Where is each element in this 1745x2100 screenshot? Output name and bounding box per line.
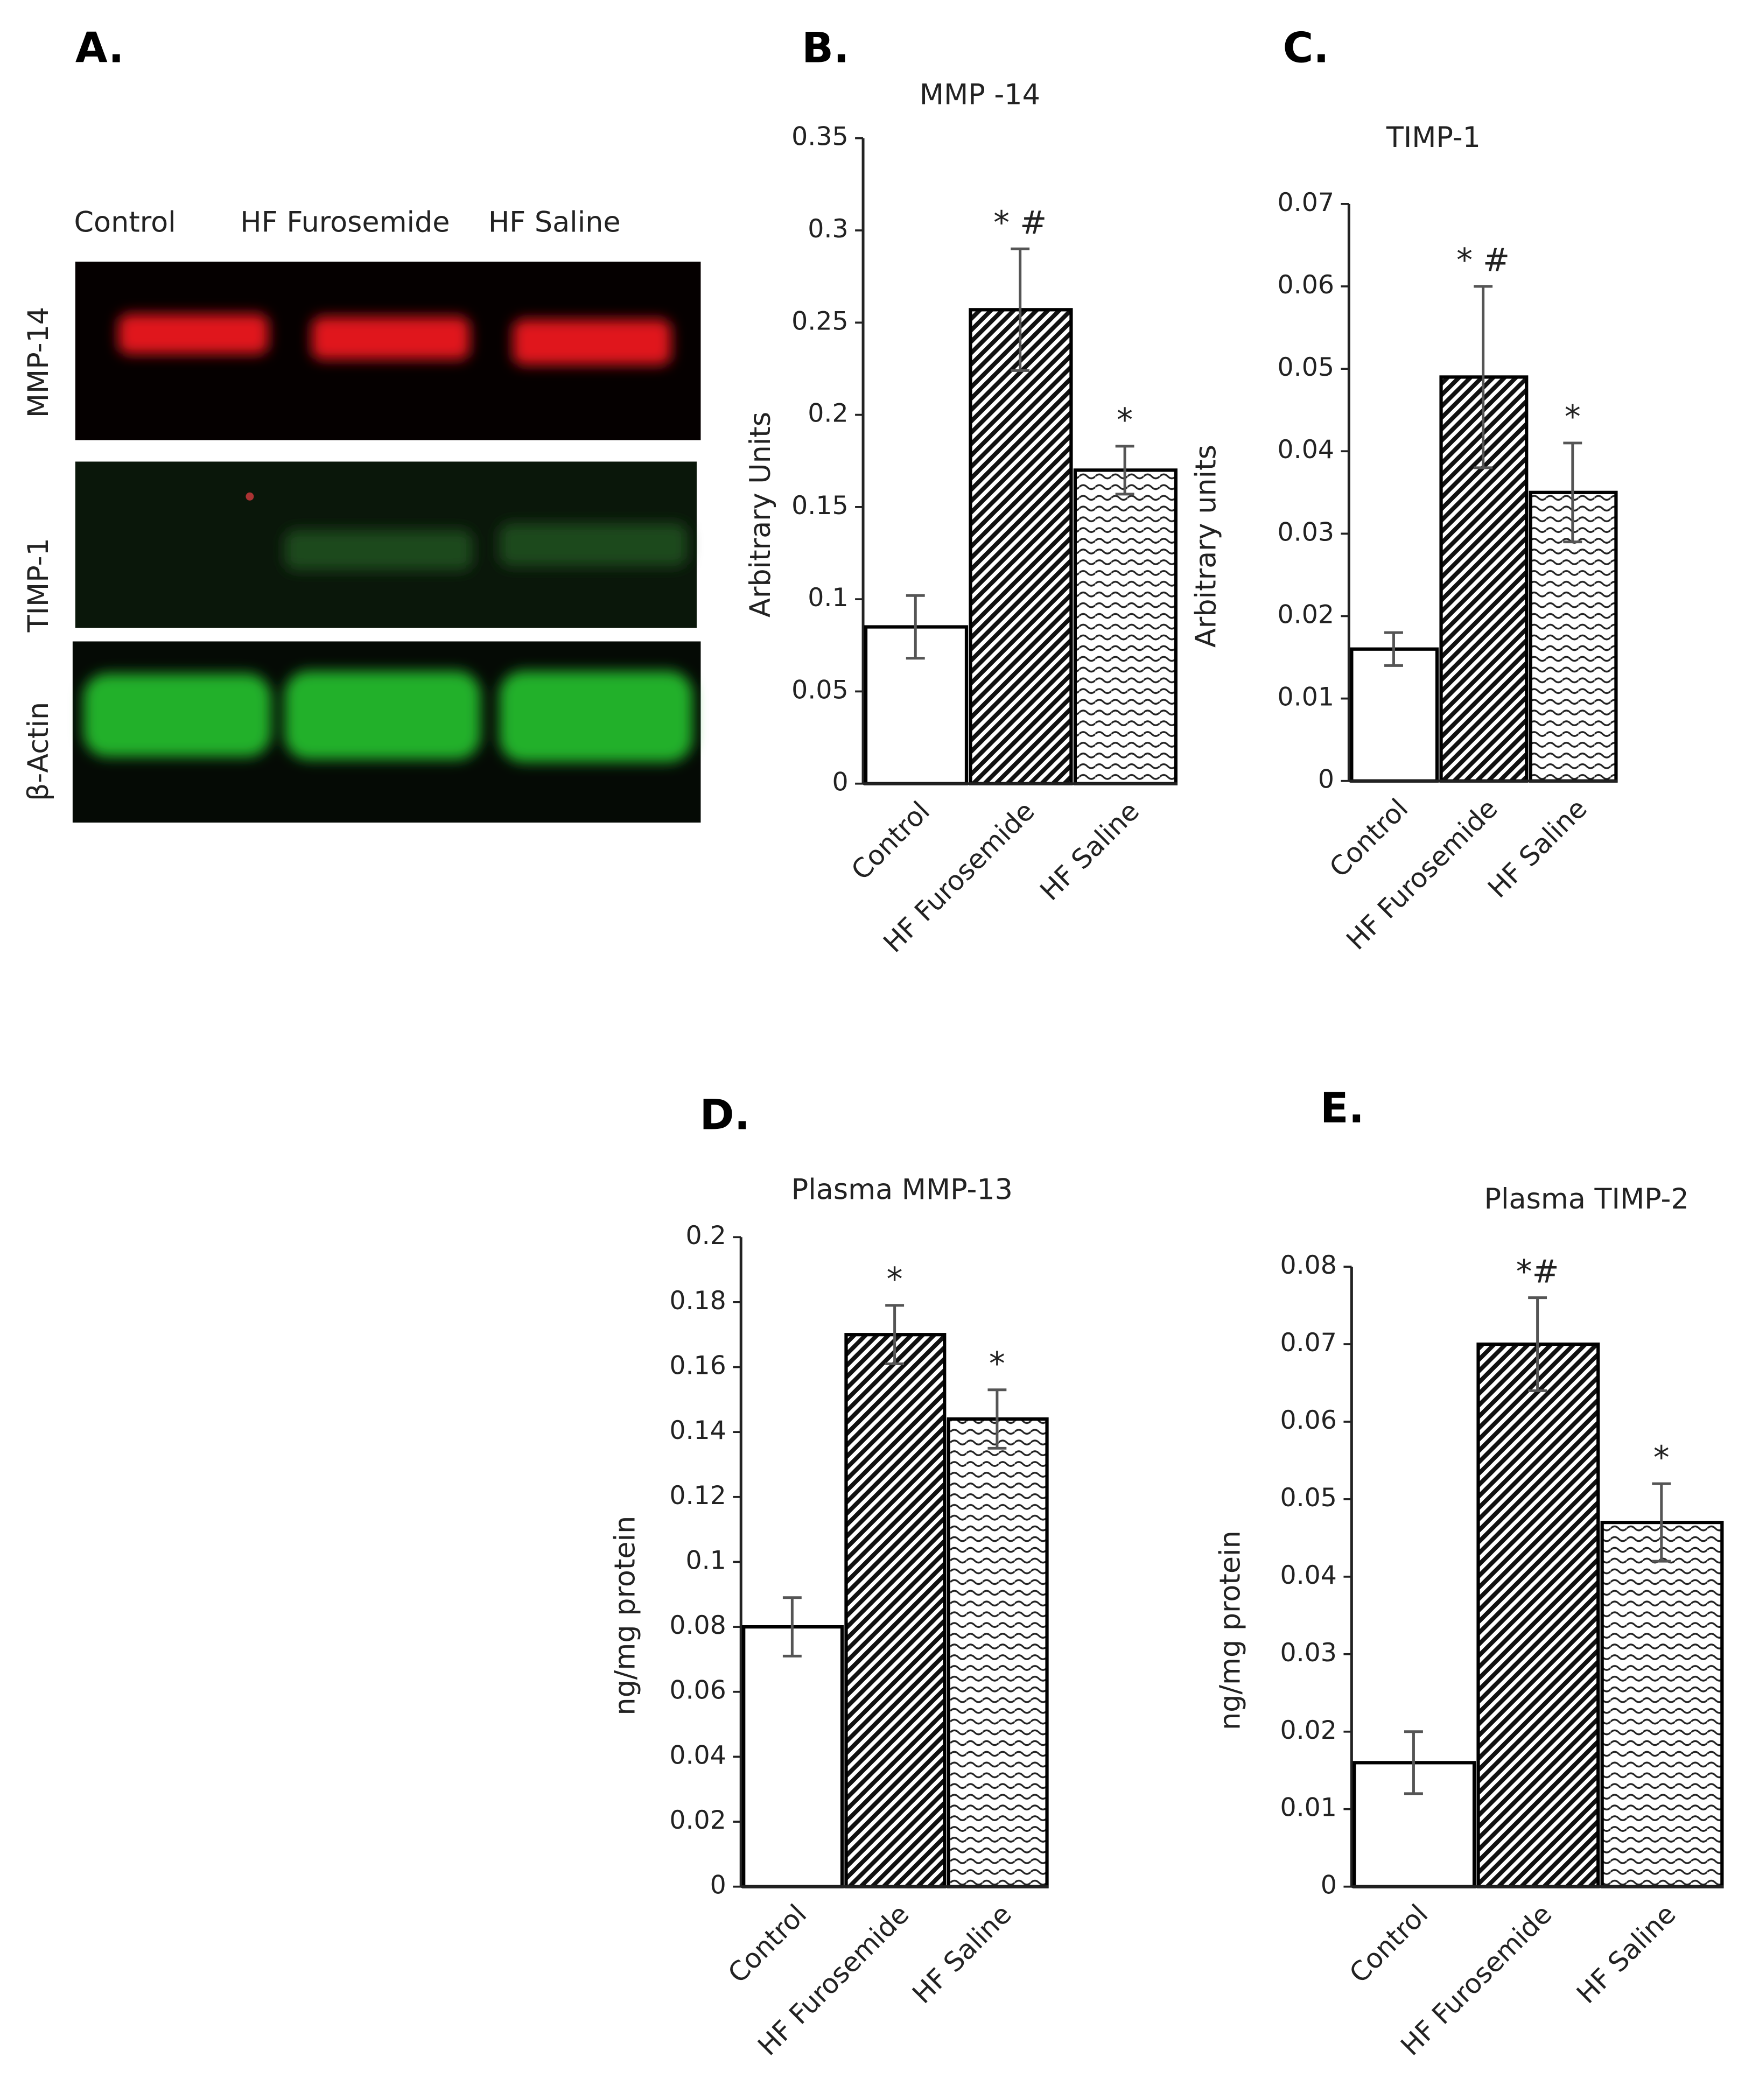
y-tick-label: 0.01 — [1278, 683, 1334, 712]
panel-label: C. — [1283, 24, 1329, 73]
y-tick-label: 0.07 — [1280, 1328, 1337, 1358]
y-tick-label: 0.04 — [669, 1740, 726, 1770]
significance-mark: * — [887, 1261, 903, 1298]
y-tick-label: 0.05 — [1280, 1483, 1337, 1513]
y-axis-label: Arbitrary units — [1190, 445, 1223, 648]
significance-mark: *# — [1516, 1253, 1559, 1290]
y-tick-label: 0.12 — [669, 1481, 726, 1511]
chart-title: MMP -14 — [920, 78, 1040, 111]
x-tick-label: HF Saline — [1571, 1899, 1682, 2010]
y-tick-label: 0 — [1318, 765, 1334, 795]
bar — [844, 1333, 947, 1888]
y-axis-label: Arbitrary Units — [744, 412, 777, 617]
y-tick-label: 0.04 — [1280, 1561, 1337, 1590]
y-tick-label: 0.07 — [1278, 188, 1334, 217]
chart-title: Plasma TIMP-2 — [1484, 1183, 1688, 1216]
x-tick-label: HF Furosemide — [1340, 793, 1503, 956]
x-tick-label: Control — [845, 796, 936, 886]
row-label: MMP-14 — [22, 307, 55, 418]
row-label: TIMP-1 — [22, 538, 55, 633]
y-tick-label: 0 — [1321, 1871, 1337, 1900]
bar — [1476, 1342, 1600, 1888]
y-tick-label: 0.2 — [808, 399, 848, 429]
bar — [1350, 647, 1439, 783]
y-tick-label: 0.1 — [685, 1546, 726, 1575]
bar — [1600, 1520, 1724, 1888]
panel-label: A. — [75, 24, 124, 73]
y-tick-label: 0.06 — [1280, 1406, 1337, 1435]
blot-image — [72, 262, 701, 823]
significance-mark: * — [1117, 402, 1133, 439]
y-tick-label: 0.08 — [1280, 1251, 1337, 1280]
lane-label: HF Saline — [488, 206, 621, 238]
y-tick-label: 0.08 — [669, 1611, 726, 1640]
y-tick-label: 0.1 — [808, 583, 848, 613]
y-tick-label: 0.02 — [669, 1806, 726, 1835]
y-tick-label: 0.3 — [808, 214, 848, 244]
y-tick-label: 0.05 — [1278, 353, 1334, 382]
y-tick-label: 0.01 — [1280, 1793, 1337, 1823]
y-tick-label: 0.14 — [669, 1416, 726, 1445]
x-tick-label: Control — [1323, 793, 1414, 883]
chart-title: Plasma MMP-13 — [791, 1173, 1013, 1206]
y-tick-label: 0.25 — [791, 306, 848, 336]
y-tick-label: 0.03 — [1278, 517, 1334, 547]
chart-title: TIMP-1 — [1386, 121, 1481, 154]
lane-label: Control — [74, 206, 176, 238]
y-axis-label: ng/mg protein — [608, 1516, 641, 1716]
y-tick-label: 0.02 — [1280, 1716, 1337, 1745]
significance-mark: * # — [993, 204, 1047, 242]
x-tick-label: Control — [1343, 1899, 1434, 1989]
y-tick-label: 0.15 — [791, 491, 848, 521]
y-tick-label: 0 — [832, 768, 848, 797]
y-axis-label: ng/mg protein — [1214, 1530, 1247, 1730]
y-tick-label: 0.06 — [1278, 270, 1334, 300]
significance-mark: * — [989, 1345, 1005, 1382]
y-tick-label: 0.06 — [669, 1676, 726, 1705]
y-tick-label: 0 — [710, 1871, 726, 1900]
bar — [969, 308, 1073, 785]
y-tick-label: 0.18 — [669, 1286, 726, 1316]
x-tick-label: HF Saline — [1034, 796, 1146, 907]
bar — [1073, 468, 1178, 785]
y-tick-label: 0.02 — [1278, 600, 1334, 629]
y-tick-label: 0.03 — [1280, 1638, 1337, 1668]
y-tick-label: 0.16 — [669, 1351, 726, 1381]
panel-label: E. — [1320, 1084, 1364, 1133]
significance-mark: * # — [1456, 242, 1510, 279]
panel-label: B. — [802, 24, 849, 73]
x-tick-label: Control — [722, 1899, 812, 1989]
x-tick-label: HF Saline — [906, 1899, 1018, 2010]
row-label: β-Actin — [22, 702, 55, 801]
y-tick-label: 0.04 — [1278, 435, 1334, 465]
y-tick-label: 0.05 — [791, 675, 848, 705]
lane-label: HF Furosemide — [240, 206, 450, 238]
significance-mark: * — [1565, 398, 1581, 436]
y-tick-label: 0.35 — [791, 122, 848, 152]
bar — [947, 1417, 1049, 1888]
panel-label: D. — [700, 1091, 751, 1139]
y-tick-label: 0.2 — [685, 1221, 726, 1251]
significance-mark: * — [1653, 1439, 1670, 1477]
bar — [742, 1625, 844, 1888]
